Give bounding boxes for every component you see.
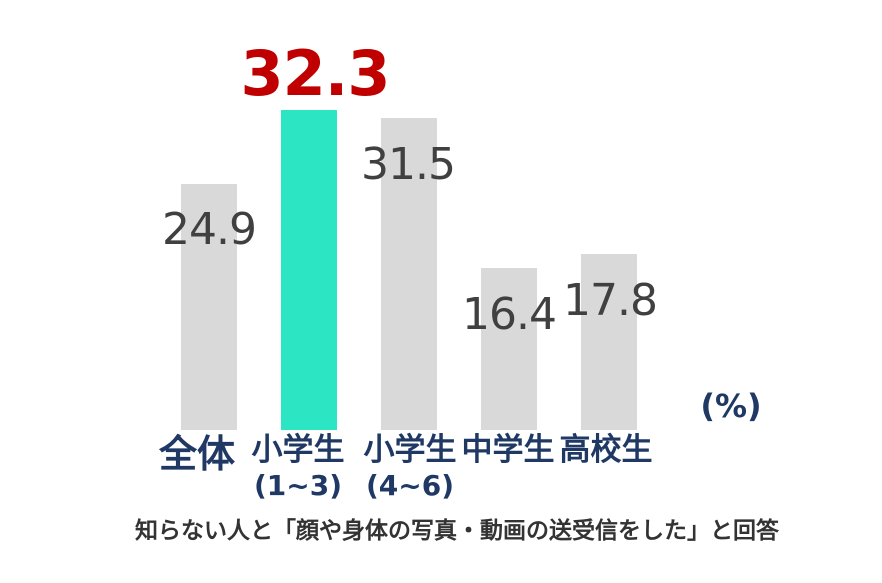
bar: [481, 267, 537, 430]
bar: [381, 118, 437, 430]
category-label-text: 小学生: [251, 432, 345, 468]
category-label: 小学生 (1~3): [252, 432, 345, 502]
category-label-text: 小学生: [363, 432, 457, 468]
bar-value-label: 17.8: [563, 274, 658, 326]
category-label-text: 中学生: [461, 432, 555, 468]
bar-value-label: 31.5: [361, 139, 456, 191]
category-sublabel-text: (4~6): [365, 468, 455, 502]
bar-value-label: 32.3: [240, 37, 391, 111]
category-label: 中学生: [462, 432, 555, 469]
category-label: 小学生 (4~6): [364, 432, 457, 502]
bar-value-label: 24.9: [162, 204, 257, 256]
category-label-text: 高校生: [559, 432, 653, 468]
bar-highlighted: [281, 110, 337, 430]
category-label: 全体: [159, 432, 235, 477]
bar: [581, 253, 637, 430]
category-label: 高校生: [560, 432, 653, 469]
category-label-text: 全体: [158, 432, 236, 476]
bar: [181, 183, 237, 430]
category-sublabel-text: (1~3): [253, 468, 343, 502]
chart-caption: 知らない人と「顔や身体の写真・動画の送受信をした」と回答: [135, 518, 779, 544]
bar-value-label: 16.4: [462, 288, 557, 340]
percent-unit-label: (%): [700, 387, 762, 425]
